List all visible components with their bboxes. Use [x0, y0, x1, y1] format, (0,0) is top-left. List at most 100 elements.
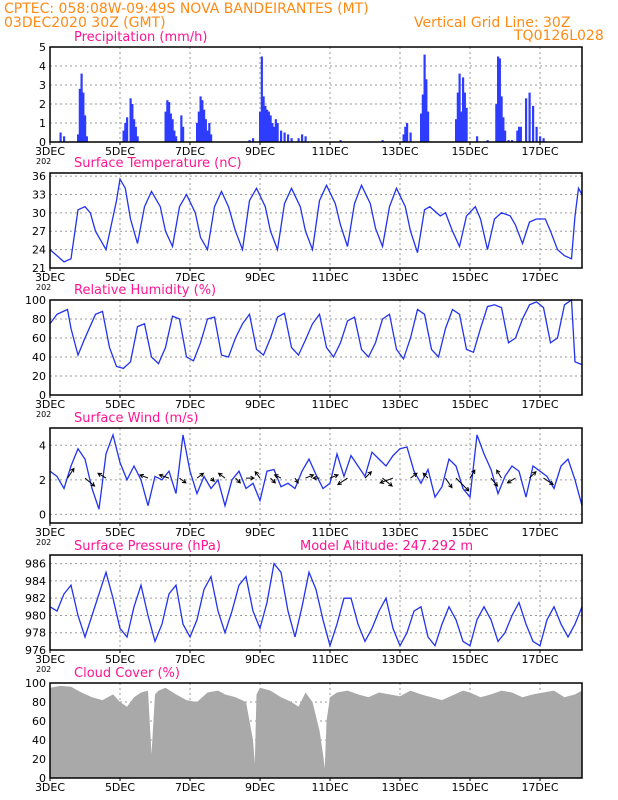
wind-vector-arrow — [254, 470, 261, 479]
wind-vector-arrow — [158, 473, 170, 479]
precip-bar — [252, 138, 255, 142]
precip-bar — [129, 98, 132, 142]
y-tick-label: 36 — [32, 170, 46, 183]
precip-bar — [134, 126, 137, 142]
x-tick-label: 13DEC — [381, 653, 418, 666]
precip-bar — [402, 134, 405, 142]
precip-bar — [175, 136, 178, 142]
y-tick-label: 80 — [32, 313, 46, 326]
x-tick-label: 3DEC — [35, 398, 65, 411]
x-tick-label: 17DEC — [521, 398, 558, 411]
precip-bar — [85, 136, 88, 142]
precip-bar — [80, 73, 83, 142]
wind-vector-arrow — [506, 477, 516, 484]
x-tick-label: 3DEC — [35, 145, 65, 158]
wind-vector-arrow — [305, 473, 315, 479]
wind-series-line — [49, 432, 583, 510]
wind-vector-arrow — [210, 477, 215, 483]
y-tick-label: 21 — [32, 262, 46, 275]
x-tick-label: 9DEC — [245, 781, 275, 794]
wind-vector-arrow — [543, 477, 554, 486]
y-tick-label: 1 — [39, 117, 46, 130]
precip-bar — [124, 123, 127, 142]
wind-vector-arrow — [235, 477, 242, 484]
panel-title: Precipitation (mm/h) — [74, 30, 207, 45]
wind-vector-arrow — [84, 477, 96, 487]
precip-bar — [199, 96, 202, 142]
precip-bar — [273, 126, 276, 142]
precip-bar — [420, 113, 423, 142]
x-tick-label: 11DEC — [311, 398, 348, 411]
precip-bar — [59, 132, 62, 142]
precip-bar — [542, 138, 545, 142]
precip-bar — [208, 123, 211, 142]
precip-bar — [171, 119, 174, 142]
x-tick-label: 15DEC — [451, 271, 488, 284]
wind-vector-arrow — [294, 477, 299, 484]
x-tick-label: 13DEC — [381, 781, 418, 794]
x-tick-label: 17DEC — [521, 781, 558, 794]
x-year-label: 202 — [36, 283, 51, 292]
temp-series-line — [49, 177, 583, 263]
precip-bar — [201, 100, 204, 142]
precip-bar — [248, 140, 251, 142]
precip-bar — [274, 119, 277, 142]
precip-bar — [465, 107, 468, 142]
x-tick-label: 7DEC — [175, 398, 205, 411]
wind-vector-arrow — [196, 472, 205, 479]
precip-bar — [84, 115, 87, 142]
wind-vector-arrow — [273, 474, 282, 479]
cloud-cover-area — [50, 685, 582, 778]
x-tick-label: 5DEC — [105, 145, 135, 158]
x-tick-label: 3DEC — [35, 781, 65, 794]
x-tick-label: 15DEC — [451, 398, 488, 411]
x-tick-label: 17DEC — [521, 271, 558, 284]
precip-bar — [259, 111, 262, 142]
precip-bar — [287, 134, 290, 142]
precip-bar — [297, 138, 300, 142]
x-tick-label: 7DEC — [175, 781, 205, 794]
x-tick-label: 15DEC — [451, 781, 488, 794]
precip-bar — [511, 140, 514, 142]
precip-bar — [196, 123, 199, 142]
panel-title: Surface Temperature (nC) — [74, 156, 242, 171]
precip-bar — [269, 115, 272, 142]
precip-bar — [283, 132, 286, 142]
x-tick-label: 5DEC — [105, 526, 135, 539]
x-tick-label: 9DEC — [245, 526, 275, 539]
precip-bar — [409, 132, 412, 142]
x-tick-label: 3DEC — [35, 271, 65, 284]
precip-bar — [425, 79, 428, 142]
wind-vector-arrow — [455, 477, 470, 492]
x-tick-label: 11DEC — [311, 653, 348, 666]
y-tick-label: 982 — [25, 592, 46, 605]
y-tick-label: 30 — [32, 207, 46, 220]
y-tick-label: 40 — [32, 351, 46, 364]
precip-bar — [462, 77, 465, 142]
panel-frame — [49, 172, 583, 269]
precip-bar — [290, 138, 293, 142]
wind-vector-arrow — [217, 472, 226, 479]
rh-series-line — [49, 298, 583, 370]
header-grid-line: Vertical Grid Line: 30Z — [414, 15, 570, 31]
precip-bar — [532, 105, 535, 142]
y-tick-label: 60 — [32, 332, 46, 345]
y-tick-label: 80 — [32, 696, 46, 709]
y-tick-label: 100 — [25, 677, 46, 690]
precip-bar — [404, 126, 407, 142]
precip-bar — [133, 119, 136, 142]
y-tick-label: 20 — [32, 370, 46, 383]
panel-title: Surface Pressure (hPa) — [74, 539, 221, 554]
precip-bar — [495, 104, 498, 142]
y-tick-label: 24 — [32, 244, 46, 257]
press-series-line — [49, 562, 583, 648]
header-model-id: TQ0126L028 — [513, 28, 604, 44]
precip-bar — [136, 136, 139, 142]
wind-vector-arrow — [364, 470, 373, 479]
wind-vector-arrow — [496, 469, 502, 479]
precip-bar — [381, 140, 384, 142]
y-tick-label: 0 — [39, 389, 46, 402]
y-tick-label: 0 — [39, 772, 46, 785]
y-tick-label: 4 — [39, 60, 46, 73]
wind-vector-arrow — [246, 475, 256, 481]
